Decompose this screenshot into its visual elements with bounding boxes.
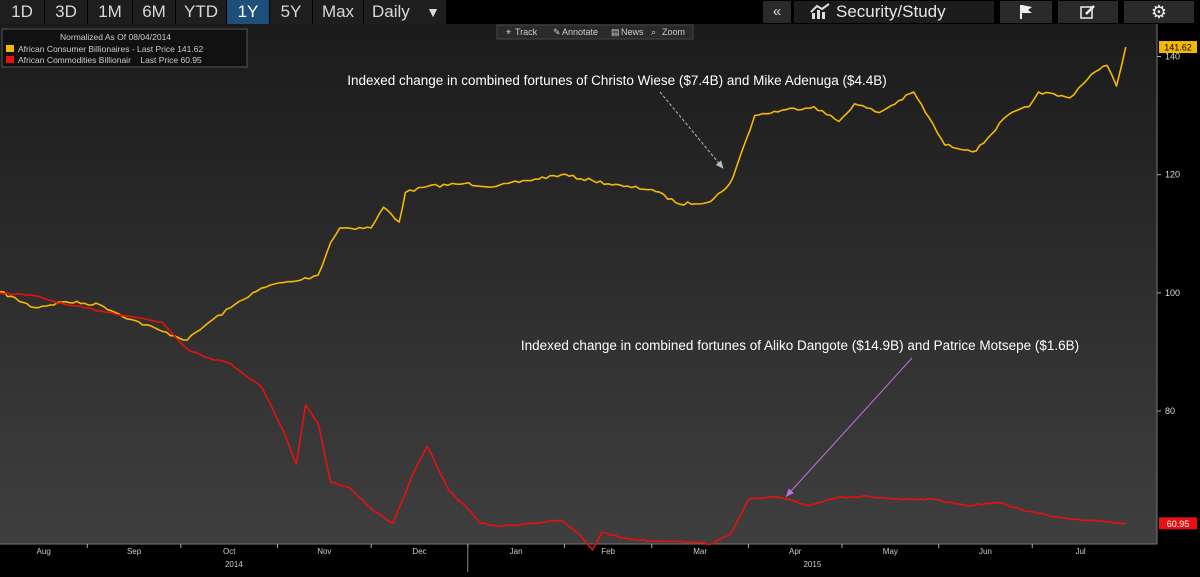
x-tick-label-10: Jun bbox=[979, 547, 992, 556]
chart-area: ⌖ Track ✎ Annotate ▤ News ⌕ Zoom Normali… bbox=[0, 24, 1200, 572]
chart-tools-bar: ⌖ Track ✎ Annotate ▤ News ⌕ Zoom bbox=[496, 24, 694, 40]
plot-background bbox=[0, 24, 1157, 544]
year-label-1: 2015 bbox=[803, 560, 821, 569]
security-study-button[interactable]: Security/Study bbox=[794, 1, 994, 23]
range-button-ytd[interactable]: YTD bbox=[176, 0, 226, 24]
flag-button[interactable] bbox=[1000, 1, 1052, 23]
track-tool-label: Track bbox=[515, 27, 538, 37]
track-icon: ⌖ bbox=[506, 27, 511, 37]
range-button-1d[interactable]: 1D bbox=[0, 0, 44, 24]
frequency-label: Daily bbox=[372, 2, 410, 21]
series-lines bbox=[0, 46, 1127, 551]
legend-item-commodities: African Commodities Billionair Last Pric… bbox=[18, 55, 202, 65]
chart-svg: ⌖ Track ✎ Annotate ▤ News ⌕ Zoom Normali… bbox=[0, 24, 1200, 572]
x-tick-label-8: Apr bbox=[789, 547, 802, 556]
annotations: Indexed change in combined fortunes of C… bbox=[347, 73, 1079, 498]
range-button-3d[interactable]: 3D bbox=[45, 0, 87, 24]
annotate-icon: ✎ bbox=[553, 27, 561, 37]
x-tick-label-9: May bbox=[883, 547, 898, 556]
range-button-1y[interactable]: 1Y bbox=[227, 0, 269, 24]
zoom-tool[interactable]: ⌕ Zoom bbox=[651, 27, 685, 37]
x-tick-label-0: Aug bbox=[37, 547, 51, 556]
last-price-badge-1 bbox=[1159, 517, 1197, 530]
edit-pencil-icon bbox=[1080, 5, 1095, 19]
range-button-6m[interactable]: 6M bbox=[133, 0, 175, 24]
legend-box: Normalized As Of 08/04/2014 African Cons… bbox=[1, 28, 248, 68]
x-tick-label-1: Sep bbox=[127, 547, 142, 556]
security-study-label: Security/Study bbox=[836, 2, 946, 21]
caret-down-icon: ▼ bbox=[426, 4, 440, 20]
last-price-badge-0 bbox=[1159, 41, 1197, 54]
annotation-arrow-0 bbox=[659, 91, 724, 170]
series-line-1 bbox=[0, 292, 1126, 551]
track-tool[interactable]: ⌖ Track bbox=[506, 27, 538, 37]
x-tick-label-11: Jul bbox=[1075, 547, 1085, 556]
y-tick-label-1: 100 bbox=[1165, 288, 1180, 298]
settings-button[interactable]: ⚙ bbox=[1124, 1, 1194, 23]
news-tool[interactable]: ▤ News bbox=[611, 27, 644, 37]
x-tick-label-5: Jan bbox=[510, 547, 523, 556]
gear-icon: ⚙ bbox=[1150, 2, 1168, 22]
collapse-panel-button[interactable]: « bbox=[763, 1, 791, 23]
x-axis-panel bbox=[0, 544, 1200, 572]
legend-swatch-consumer bbox=[6, 45, 14, 52]
annotation-arrowhead-1 bbox=[785, 488, 794, 497]
annotate-tool-label: Annotate bbox=[562, 27, 598, 37]
year-label-0: 2014 bbox=[225, 560, 243, 569]
legend-swatch-commodities bbox=[6, 56, 14, 63]
x-tick-label-2: Oct bbox=[223, 547, 236, 556]
zoom-tool-label: Zoom bbox=[662, 27, 685, 37]
annotation-arrow-1 bbox=[785, 357, 913, 498]
range-button-1m[interactable]: 1M bbox=[88, 0, 132, 24]
annotation-arrowhead-0 bbox=[715, 160, 724, 169]
x-tick-label-7: Mar bbox=[693, 547, 707, 556]
y-tick-label-2: 120 bbox=[1165, 170, 1180, 180]
y-axis-ticks: 80 100 120 140 bbox=[1157, 52, 1180, 416]
last-price-label-0: 141.62 bbox=[1164, 43, 1192, 53]
flag-icon bbox=[1020, 5, 1032, 19]
annotate-tool[interactable]: ✎ Annotate bbox=[553, 27, 598, 37]
last-price-labels: 141.62 60.95 bbox=[1159, 41, 1197, 530]
zoom-icon: ⌕ bbox=[651, 27, 656, 37]
edit-button[interactable] bbox=[1058, 1, 1118, 23]
range-button-5y[interactable]: 5Y bbox=[270, 0, 312, 24]
annotation-text-1: Indexed change in combined fortunes of A… bbox=[521, 338, 1079, 353]
chart-study-icon bbox=[810, 3, 830, 19]
annotation-text-0: Indexed change in combined fortunes of C… bbox=[347, 73, 887, 88]
news-icon: ▤ bbox=[611, 27, 620, 37]
y-axis-panel bbox=[1157, 24, 1200, 544]
double-chevron-left-icon: « bbox=[772, 3, 782, 20]
x-tick-label-4: Dec bbox=[412, 547, 426, 556]
news-tool-label: News bbox=[621, 27, 644, 37]
last-price-label-1: 60.95 bbox=[1167, 519, 1190, 529]
x-axis-ticks: Aug Sep Oct Nov Dec Jan Feb Mar Apr May Jun Jul 2014… bbox=[37, 544, 1086, 572]
series-line-0 bbox=[0, 46, 1127, 341]
legend-item-consumer: African Consumer Billionaires - Last Pri… bbox=[18, 44, 203, 54]
legend-normalized-text: Normalized As Of 08/04/2014 bbox=[60, 32, 171, 42]
y-tick-label-3: 140 bbox=[1165, 52, 1180, 62]
range-button-max[interactable]: Max bbox=[313, 0, 363, 24]
x-tick-label-3: Nov bbox=[317, 547, 331, 556]
frequency-dropdown[interactable]: Daily ▼ bbox=[364, 0, 446, 24]
y-tick-label-0: 80 bbox=[1165, 406, 1175, 416]
toolbar: 1D 3D 1M 6M YTD 1Y 5Y Max Daily ▼ « Secu… bbox=[0, 0, 1200, 24]
x-tick-label-6: Feb bbox=[601, 547, 615, 556]
